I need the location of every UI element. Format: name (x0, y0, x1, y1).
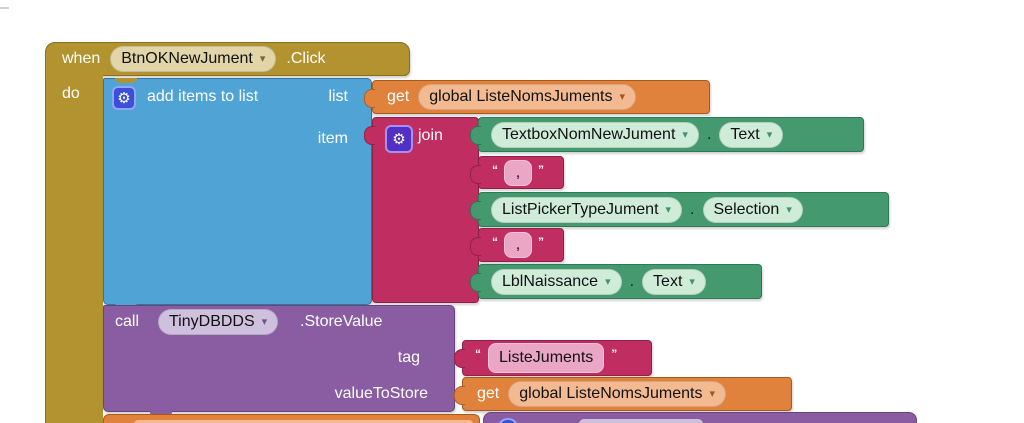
component-name: ListPickerTypeJument (502, 200, 659, 218)
component-name: TextboxNomNewJument (502, 125, 676, 143)
property-dropdown[interactable]: Text ▾ (642, 268, 706, 295)
component-getter-textbox-block[interactable]: TextboxNomNewJument ▾ . Text ▾ (470, 117, 864, 152)
dropdown-arrow-icon: ▾ (689, 275, 695, 288)
close-quote: ” (611, 347, 618, 361)
open-quote: “ (475, 347, 481, 361)
dropdown-arrow-icon: ▾ (665, 203, 672, 216)
text-string-block[interactable]: “ , ” (470, 156, 564, 189)
text-value: , (515, 163, 521, 181)
text-value: , (515, 236, 521, 253)
dropdown-arrow-icon: ▾ (786, 203, 792, 216)
screen-edge-artifact (0, 7, 9, 9)
open-quote: “ (492, 235, 498, 249)
component-getter-listpicker-block[interactable]: ListPickerTypeJument ▾ . Selection ▾ (470, 192, 889, 227)
component-name: LblNaissance (502, 272, 599, 290)
dropdown-arrow-icon: ▾ (766, 128, 773, 141)
add-items-to-list-block[interactable] (103, 78, 372, 305)
mutator-gear-icon[interactable]: ⚙ (112, 86, 136, 110)
gear-glyph: ⚙ (117, 90, 131, 107)
text-field[interactable]: ListeJuments (488, 343, 605, 373)
component-dropdown[interactable]: LblNaissance ▾ (491, 268, 622, 295)
variable-name: global ListeNomsJuments (519, 385, 703, 402)
list-socket-label: list (328, 88, 348, 105)
component-name: TinyDBDDS (169, 313, 255, 330)
property-dropdown[interactable]: Text ▾ (719, 121, 784, 148)
clipped-name-field (579, 419, 703, 423)
property-dropdown[interactable]: Selection ▾ (702, 196, 803, 223)
dropdown-arrow-icon: ▾ (709, 388, 715, 400)
dropdown-arrow-icon: ▾ (682, 128, 688, 141)
text-field[interactable]: , (504, 232, 532, 258)
call-component-dropdown[interactable]: TinyDBDDS ▾ (158, 309, 279, 335)
close-quote: ” (538, 163, 544, 177)
tag-param-label: tag (397, 349, 420, 366)
variable-dropdown[interactable]: global ListeNomsJuments ▾ (508, 381, 726, 407)
event-block-when-click[interactable]: when BtnOKNewJument ▾ .Click (45, 42, 410, 76)
method-name: .StoreValue (300, 313, 383, 330)
add-items-label: add items to list (147, 88, 259, 105)
dot-separator: . (629, 272, 635, 290)
clipped-procedure-block[interactable] (483, 412, 917, 423)
variable-name: global ListeNomsJuments (429, 88, 613, 105)
get-keyword: get (387, 88, 410, 105)
clipped-set-variable-block[interactable] (103, 414, 480, 423)
mutator-gear-icon[interactable]: ⚙ (385, 125, 413, 153)
mutator-gear-icon[interactable] (497, 418, 519, 423)
text-string-block[interactable]: “ , ” (470, 228, 564, 262)
dot-separator: . (706, 125, 712, 143)
clipped-variable-dropdown (134, 420, 473, 423)
get-global-liste-noms-juments-block[interactable]: get global ListeNomsJuments ▾ (454, 377, 792, 411)
component-getter-label-block[interactable]: LblNaissance ▾ . Text ▾ (470, 264, 762, 299)
item-socket-label: item (317, 130, 348, 147)
property-name: Text (730, 125, 760, 143)
when-keyword: when (62, 50, 101, 67)
event-block-do-spine[interactable]: do (45, 75, 103, 423)
get-global-liste-noms-juments-block[interactable]: get global ListeNomsJuments ▾ (364, 80, 710, 114)
event-component-name: BtnOKNewJument (121, 50, 253, 67)
property-name: Text (653, 272, 683, 290)
dropdown-arrow-icon: ▾ (619, 91, 625, 103)
event-name: .Click (286, 50, 326, 67)
do-keyword: do (62, 85, 80, 102)
top-connector-notch (115, 78, 137, 83)
valuetostore-param-label: valueToStore (334, 385, 428, 402)
get-keyword: get (477, 385, 500, 402)
component-dropdown[interactable]: ListPickerTypeJument ▾ (491, 196, 683, 223)
open-quote: “ (492, 163, 498, 177)
close-quote: ” (538, 235, 544, 249)
text-field[interactable]: , (504, 159, 532, 186)
call-keyword: call (115, 313, 140, 330)
join-block[interactable]: ⚙ join (364, 117, 479, 303)
property-name: Selection (713, 200, 780, 218)
dot-separator: . (690, 200, 695, 218)
dropdown-arrow-icon: ▾ (261, 316, 268, 328)
event-component-dropdown[interactable]: BtnOKNewJument ▾ (110, 46, 277, 72)
variable-dropdown[interactable]: global ListeNomsJuments ▾ (418, 84, 636, 110)
component-dropdown[interactable]: TextboxNomNewJument ▾ (491, 121, 699, 148)
text-value: ListeJuments (499, 349, 594, 366)
join-label: join (418, 127, 443, 144)
dropdown-arrow-icon: ▾ (605, 275, 611, 288)
text-string-block-listejuments[interactable]: “ ListeJuments ” (454, 340, 652, 376)
dropdown-arrow-icon: ▾ (259, 53, 266, 65)
gear-glyph: ⚙ (392, 131, 406, 148)
